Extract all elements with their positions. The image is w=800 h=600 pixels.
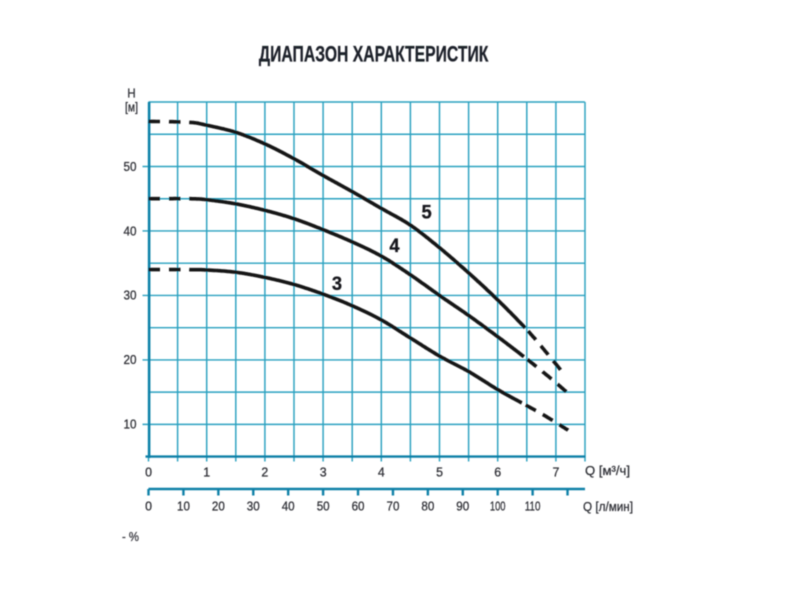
svg-text:0: 0 xyxy=(145,465,152,480)
svg-text:0: 0 xyxy=(145,499,152,514)
svg-text:Q [л/мин]: Q [л/мин] xyxy=(583,499,633,514)
svg-text:60: 60 xyxy=(352,499,365,514)
svg-text:100: 100 xyxy=(490,499,506,514)
svg-text:110: 110 xyxy=(525,499,541,514)
svg-text:4: 4 xyxy=(378,465,385,480)
svg-text:50: 50 xyxy=(317,499,330,514)
svg-text:H: H xyxy=(127,86,135,101)
svg-text:80: 80 xyxy=(421,499,434,514)
svg-text:40: 40 xyxy=(282,499,295,514)
svg-text:30: 30 xyxy=(247,499,260,514)
svg-text:[м]: [м] xyxy=(125,100,138,115)
svg-text:1: 1 xyxy=(203,465,210,480)
svg-text:6: 6 xyxy=(494,465,501,480)
svg-text:3: 3 xyxy=(320,465,327,480)
svg-text:3: 3 xyxy=(332,273,342,295)
svg-text:70: 70 xyxy=(387,499,400,514)
svg-text:Q [м³/ч]: Q [м³/ч] xyxy=(585,463,630,478)
svg-text:50: 50 xyxy=(124,159,137,174)
svg-text:20: 20 xyxy=(124,352,137,367)
svg-text:4: 4 xyxy=(389,235,399,257)
svg-text:90: 90 xyxy=(456,499,469,514)
svg-text:20: 20 xyxy=(212,499,225,514)
svg-text:10: 10 xyxy=(177,499,190,514)
svg-text:- %: - % xyxy=(122,530,139,544)
svg-text:ДИАПАЗОН ХАРАКТЕРИСТИК: ДИАПАЗОН ХАРАКТЕРИСТИК xyxy=(259,42,489,67)
svg-text:7: 7 xyxy=(553,465,560,480)
svg-text:40: 40 xyxy=(124,223,137,238)
svg-text:10: 10 xyxy=(124,417,137,432)
svg-text:2: 2 xyxy=(261,465,268,480)
svg-text:5: 5 xyxy=(436,465,443,480)
svg-text:5: 5 xyxy=(422,202,432,224)
svg-text:30: 30 xyxy=(124,288,137,303)
